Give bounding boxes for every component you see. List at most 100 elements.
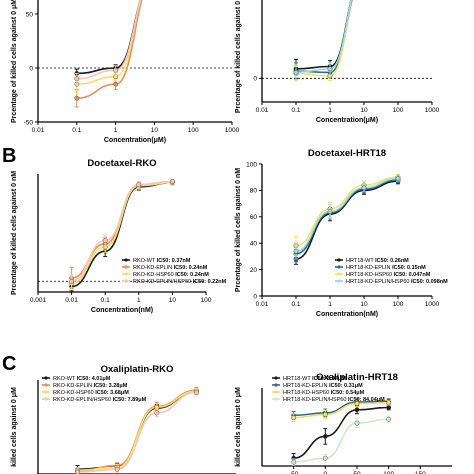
data-point <box>74 76 80 82</box>
legend-entry: RKO-WT IC50: 4.01μM <box>53 376 111 382</box>
legend-marker <box>44 383 48 387</box>
legend-entry: HRT18-KD-EPLIN IC50: 0.31μM <box>283 383 363 389</box>
legend-ic50: IC50: 0.26nM <box>375 258 409 264</box>
chart-b1: 0.001 0.01 0.1 1 10 100 Concentration(nM) Prcen… <box>11 158 227 314</box>
legend-marker <box>44 397 48 401</box>
x-tick-label: 0.1 <box>101 297 110 304</box>
series-line <box>295 0 352 70</box>
legend-entry: RKO-KD-HSP60 IC50: 0.24nM <box>133 272 209 278</box>
series-line <box>295 0 353 74</box>
chart-title: Oxaliplatin-RKO <box>101 364 174 375</box>
legend-series-name: HRT18-KD-HSP60 <box>283 390 331 396</box>
y-axis-label: killed cells against 0 μM <box>11 387 18 467</box>
data-point <box>322 455 328 461</box>
x-tick-label: 0.1 <box>291 107 300 114</box>
chart-a1: 0.01 0.1 1 10 100 1000 -50 0 50 Concentration(μM)… <box>11 0 240 144</box>
x-tick-label: 1000 <box>425 301 440 308</box>
legend-entry: HRT18-KD-EPLIN/HSP60 IC50: 0.098nM <box>346 279 448 285</box>
data-point <box>169 179 175 184</box>
series-line <box>293 402 389 419</box>
data-point <box>136 182 142 188</box>
data-point <box>102 238 108 243</box>
series-line <box>295 0 353 77</box>
x-tick-label: 0.01 <box>65 297 78 304</box>
legend-ic50: IC50: 0.24nM <box>175 272 209 278</box>
legend-ic50: IC50: 7.89μM <box>113 397 147 403</box>
chart-title: Oxaliplatin-HRT18 <box>316 372 398 383</box>
legend-marker <box>44 390 48 394</box>
y-tick-label: 0 <box>253 76 257 83</box>
legend-marker <box>337 265 341 269</box>
x-tick-label: -50 <box>289 471 299 474</box>
x-tick-label: 1000 <box>425 107 440 114</box>
series-line <box>76 0 143 100</box>
legend-ic50: IC50: 84.04μM <box>348 397 385 403</box>
x-tick-label: 0.01 <box>256 301 269 308</box>
legend-entry: RKO-KD-HSP60 IC50: 3.68μM <box>53 390 129 396</box>
legend-marker <box>337 272 341 276</box>
series-line <box>76 0 141 85</box>
x-tick-label: 100 <box>383 471 394 474</box>
x-tick-label: 150 <box>415 471 426 474</box>
legend-entry: HRT18-KD-EPLIN/HSP60 IC50: 84.04μM <box>283 397 385 403</box>
x-axis-label: Concentration(μM) <box>316 117 378 124</box>
legend-entry: HRT18-KD-HSP60 IC50: 0.54μM <box>283 390 365 396</box>
legend-series-name: RKO-KD-EPLIN <box>53 383 94 389</box>
legend-series-name: HRT18-KD-EPLIN <box>283 383 329 389</box>
x-tick-label: 0.01 <box>256 107 269 114</box>
x-tick-label: 1 <box>114 127 118 134</box>
data-point <box>322 412 328 417</box>
legend-marker <box>124 258 128 262</box>
legend-series-name: RKO-KD-HSP60 <box>53 390 95 396</box>
legend-ic50: IC50: 0.098nM <box>411 279 448 285</box>
y-tick-label: 50 <box>26 11 34 18</box>
x-axis-label: Concentration(nM) <box>316 311 378 318</box>
data-point <box>291 459 297 465</box>
x-axis-label: Concentration(nM) <box>91 307 153 314</box>
x-tick-label: 1 <box>328 301 332 308</box>
legend-series-name: RKO-WT <box>133 258 157 264</box>
y-tick-label: 0 <box>253 293 257 300</box>
legend-series-name: HRT18-WT <box>283 376 312 382</box>
x-axis-label: Concentration(μM) <box>104 137 166 144</box>
chart-title: Docetaxel-RKO <box>87 158 156 169</box>
y-axis-label: Prcentage of killed cells against 0 nM <box>235 168 242 292</box>
legend-marker <box>337 258 341 262</box>
chart-title: Docetaxel-HRT18 <box>308 148 386 159</box>
legend-marker <box>124 279 128 283</box>
legend-entry: HRT18-KD-EPLIN IC50: 0.15nM <box>346 265 426 271</box>
y-axis-label: Prcentage of killed cells against 0 nM <box>11 171 18 295</box>
y-tick-label: 80 <box>250 188 258 195</box>
x-tick-label: 1000 <box>225 127 240 134</box>
legend-series-name: RKO-KD-HSP60 <box>133 272 175 278</box>
legend-entry: RKO-KD-EPLIN IC50: 3.28μM <box>53 383 128 389</box>
legend-marker <box>44 376 48 380</box>
data-point <box>327 66 333 72</box>
chart-a2: 0.01 0.1 1 10 100 1000 0 Concentration(μM) Prcen… <box>235 0 440 124</box>
data-point <box>291 415 297 421</box>
y-tick-label: 0 <box>29 65 33 72</box>
x-tick-label: 0.1 <box>72 127 81 134</box>
x-tick-label: 10 <box>151 127 159 134</box>
legend-entry: HRT18-WT IC50: 0.26nM <box>346 258 409 264</box>
x-tick-label: 10 <box>360 107 368 114</box>
legend-entry: HRT18-KD-HSP60 IC50: 0.047nM <box>346 272 431 278</box>
x-tick-label: 10 <box>360 301 368 308</box>
legend-series-name: RKO-KD-EPLIN/HSP60 <box>53 397 113 403</box>
series-line <box>293 400 389 417</box>
y-tick-label: 60 <box>250 214 258 221</box>
x-tick-label: 50 <box>353 471 361 474</box>
legend-ic50: IC50: 3.28μM <box>94 383 128 389</box>
series-line <box>293 406 389 459</box>
legend-series-name: HRT18-WT <box>346 258 375 264</box>
data-point <box>386 400 392 406</box>
x-tick-label: 1 <box>137 297 141 304</box>
x-tick-label: 10 <box>169 297 177 304</box>
x-tick-label: 0.1 <box>291 301 300 308</box>
x-tick-label: 100 <box>393 301 404 308</box>
data-point <box>114 466 120 472</box>
series-line <box>77 390 197 472</box>
legend-ic50: IC50: 0.22nM <box>193 279 227 285</box>
